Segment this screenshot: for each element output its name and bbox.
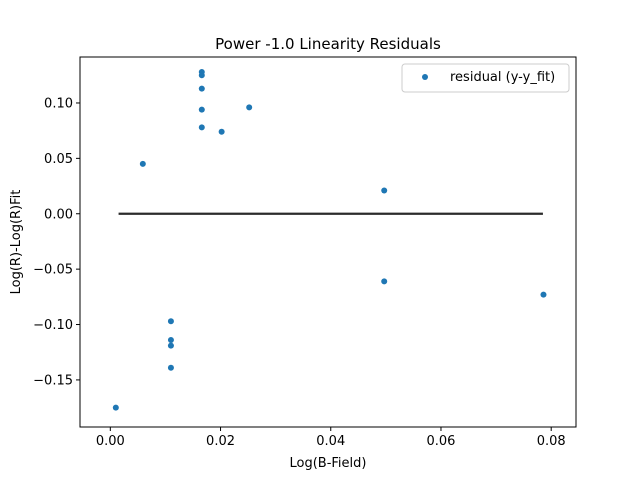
data-point-7 — [198, 72, 205, 79]
x-axis-ticks: 0.00 0.02 0.04 0.06 0.08 — [96, 427, 566, 449]
x-tick-label: 0.04 — [316, 434, 345, 449]
data-point-9 — [198, 106, 205, 113]
y-axis-ticks: −0.15 −0.10 −0.05 0.00 0.05 0.10 — [33, 96, 80, 388]
plot-frame — [79, 56, 577, 428]
x-tick-label: 0.00 — [96, 434, 125, 449]
data-point-5 — [167, 364, 174, 371]
data-point-0 — [112, 404, 119, 411]
y-tick-label: 0.10 — [44, 96, 73, 111]
data-point-1 — [139, 160, 146, 167]
legend: residual (y-y_fit) — [401, 63, 570, 93]
y-tick-label: 0.00 — [44, 207, 73, 222]
x-tick-label: 0.08 — [537, 434, 566, 449]
data-point-13 — [381, 187, 388, 194]
y-tick-label: 0.05 — [44, 152, 73, 167]
data-point-10 — [198, 124, 205, 131]
y-tick-label: −0.10 — [33, 318, 73, 333]
data-point-8 — [198, 85, 205, 92]
data-point-15 — [540, 291, 547, 298]
data-point-3 — [167, 337, 174, 344]
data-point-12 — [246, 104, 253, 111]
x-axis-label: Log(B-Field) — [290, 456, 367, 471]
data-point-2 — [167, 318, 174, 325]
data-point-4 — [167, 342, 174, 349]
legend-frame — [401, 63, 570, 93]
x-tick-label: 0.02 — [206, 434, 235, 449]
x-tick-label: 0.06 — [427, 434, 456, 449]
data-point-14 — [381, 278, 388, 285]
data-points-layer — [112, 68, 547, 411]
legend-marker — [422, 74, 428, 80]
y-axis-label: Log(R)-Log(R)Fit — [9, 190, 24, 295]
plot-area — [80, 57, 576, 427]
y-tick-label: −0.15 — [33, 373, 73, 388]
legend-label: residual (y-y_fit) — [450, 70, 555, 85]
y-tick-label: −0.05 — [33, 263, 73, 278]
chart-title: Power -1.0 Linearity Residuals — [215, 35, 441, 53]
data-point-11 — [218, 128, 225, 135]
